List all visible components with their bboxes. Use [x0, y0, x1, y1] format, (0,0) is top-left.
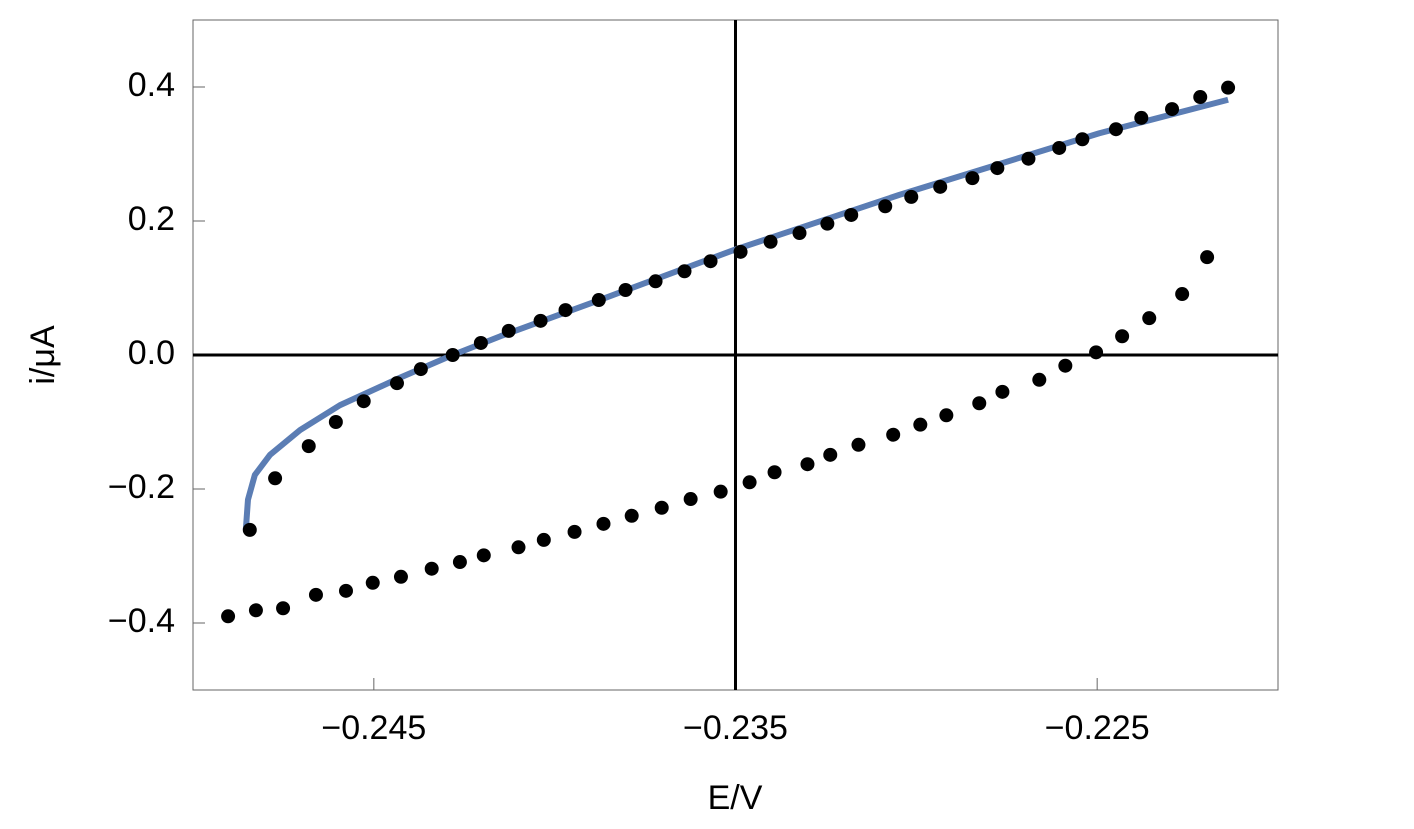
data-point: [301, 439, 316, 454]
data-point: [792, 226, 807, 241]
y-tick-label: 0.2: [128, 200, 175, 238]
data-point: [328, 415, 343, 429]
data-point: [591, 293, 606, 308]
data-point: [972, 396, 987, 411]
data-point: [733, 244, 748, 259]
data-point: [276, 601, 291, 616]
data-point: [1134, 110, 1149, 125]
data-point: [558, 303, 573, 318]
data-point: [742, 475, 757, 490]
y-tick-label: −0.2: [108, 468, 175, 506]
x-axis-label: E/V: [708, 779, 763, 817]
data-point: [763, 234, 778, 249]
data-point: [886, 427, 901, 442]
data-point: [536, 532, 551, 547]
y-tick-label: 0.4: [128, 66, 175, 104]
y-tick-label: −0.4: [108, 602, 175, 640]
data-point: [473, 335, 488, 350]
data-point: [1058, 358, 1073, 373]
data-point: [933, 179, 948, 194]
data-point: [1075, 132, 1090, 147]
data-point: [939, 408, 954, 423]
data-point: [851, 437, 866, 452]
data-point: [677, 264, 692, 279]
data-point: [1108, 122, 1123, 137]
data-point: [904, 189, 919, 204]
x-tick-label: −0.245: [321, 709, 426, 747]
data-point: [618, 283, 633, 298]
data-point: [393, 569, 408, 584]
data-point: [221, 609, 236, 624]
data-point: [445, 348, 460, 362]
data-point: [703, 254, 718, 269]
data-point: [389, 376, 404, 391]
y-axis-label: i/μA: [24, 325, 62, 385]
data-point: [1165, 102, 1180, 117]
data-point: [567, 524, 582, 539]
data-point: [242, 522, 257, 537]
data-point: [823, 447, 838, 462]
data-point: [800, 457, 815, 472]
data-point: [713, 484, 728, 499]
data-point: [452, 555, 467, 570]
data-point: [995, 384, 1010, 399]
data-point: [878, 199, 893, 214]
data-point: [1115, 329, 1130, 344]
data-point: [533, 313, 548, 328]
data-point: [1052, 140, 1067, 155]
data-point: [624, 508, 639, 523]
data-point: [248, 603, 263, 618]
data-point: [654, 500, 669, 515]
data-point: [965, 171, 980, 186]
data-point: [1193, 90, 1208, 105]
data-point: [767, 465, 782, 480]
data-point: [1032, 372, 1047, 387]
data-point: [820, 216, 835, 231]
data-point: [476, 548, 491, 563]
data-point: [1021, 151, 1036, 166]
x-tick-label: −0.235: [683, 709, 788, 747]
data-point: [308, 587, 323, 602]
data-point: [990, 161, 1005, 176]
data-point: [511, 540, 526, 555]
data-point: [683, 492, 698, 507]
y-tick-label: 0.0: [128, 334, 175, 372]
data-point: [1221, 80, 1236, 95]
data-point: [501, 323, 516, 338]
data-point: [844, 207, 859, 222]
data-point: [596, 516, 611, 531]
data-point: [356, 394, 371, 409]
x-tick-label: −0.225: [1045, 709, 1150, 747]
data-point: [413, 362, 428, 377]
data-point: [338, 583, 353, 598]
data-point: [1175, 287, 1190, 302]
data-point: [1142, 311, 1157, 326]
data-point: [648, 274, 663, 289]
data-point: [1200, 250, 1215, 265]
data-point: [268, 471, 283, 486]
data-point: [424, 561, 439, 576]
data-point: [1089, 345, 1104, 360]
data-point: [913, 417, 928, 432]
data-point: [365, 575, 380, 590]
